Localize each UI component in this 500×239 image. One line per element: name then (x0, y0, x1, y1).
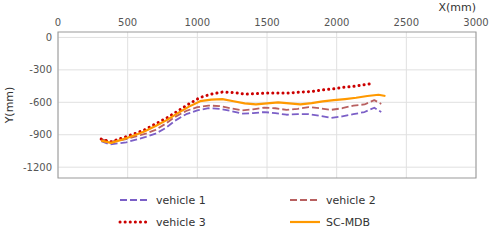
chart: 0 500 1000 1500 2000 2500 3000 0 -300 -600 -900 -12… (0, 0, 500, 239)
x-grid-line (406, 32, 407, 178)
y-axis-label: Y(mm) (3, 87, 16, 125)
y-tick-label: 0 (46, 32, 52, 43)
x-grid-line (267, 32, 268, 178)
x-grid-line (197, 32, 198, 178)
y-grid-line (58, 167, 476, 168)
legend-swatch (120, 199, 150, 201)
x-tick-label: 3000 (463, 17, 488, 28)
y-grid-line (58, 134, 476, 135)
x-grid-line (336, 32, 337, 178)
x-tick-label: 2000 (324, 17, 349, 28)
grid (58, 32, 476, 178)
legend-label: SC-MDB (326, 216, 370, 229)
x-axis-label: X(mm) (438, 1, 476, 14)
lines (101, 83, 385, 144)
series-line (101, 95, 385, 143)
x-tick-label: 2500 (394, 17, 419, 28)
series-line (101, 100, 381, 142)
series-line (101, 108, 381, 145)
plot-frame (58, 32, 476, 178)
y-grid-line (58, 69, 476, 70)
x-tick-label: 1500 (254, 17, 279, 28)
y-grid-line (58, 37, 476, 38)
y-tick-label: -600 (29, 97, 52, 108)
y-tick-label: -1200 (23, 162, 52, 173)
y-tick-label: -900 (29, 129, 52, 140)
legend-label: vehicle 1 (156, 194, 206, 207)
x-tick-label: 500 (118, 17, 137, 28)
x-tick-label: 0 (55, 17, 61, 28)
legend-label: vehicle 2 (326, 194, 376, 207)
x-tick-label: 1000 (185, 17, 210, 28)
legend-swatch (290, 221, 320, 223)
y-tick-label: -300 (29, 64, 52, 75)
legend-swatch (290, 199, 320, 201)
legend-label: vehicle 3 (156, 216, 206, 229)
x-grid-line (127, 32, 128, 178)
legend: vehicle 1 vehicle 2 vehicle 3 SC-MDB (120, 194, 376, 229)
legend-swatch (120, 221, 150, 224)
